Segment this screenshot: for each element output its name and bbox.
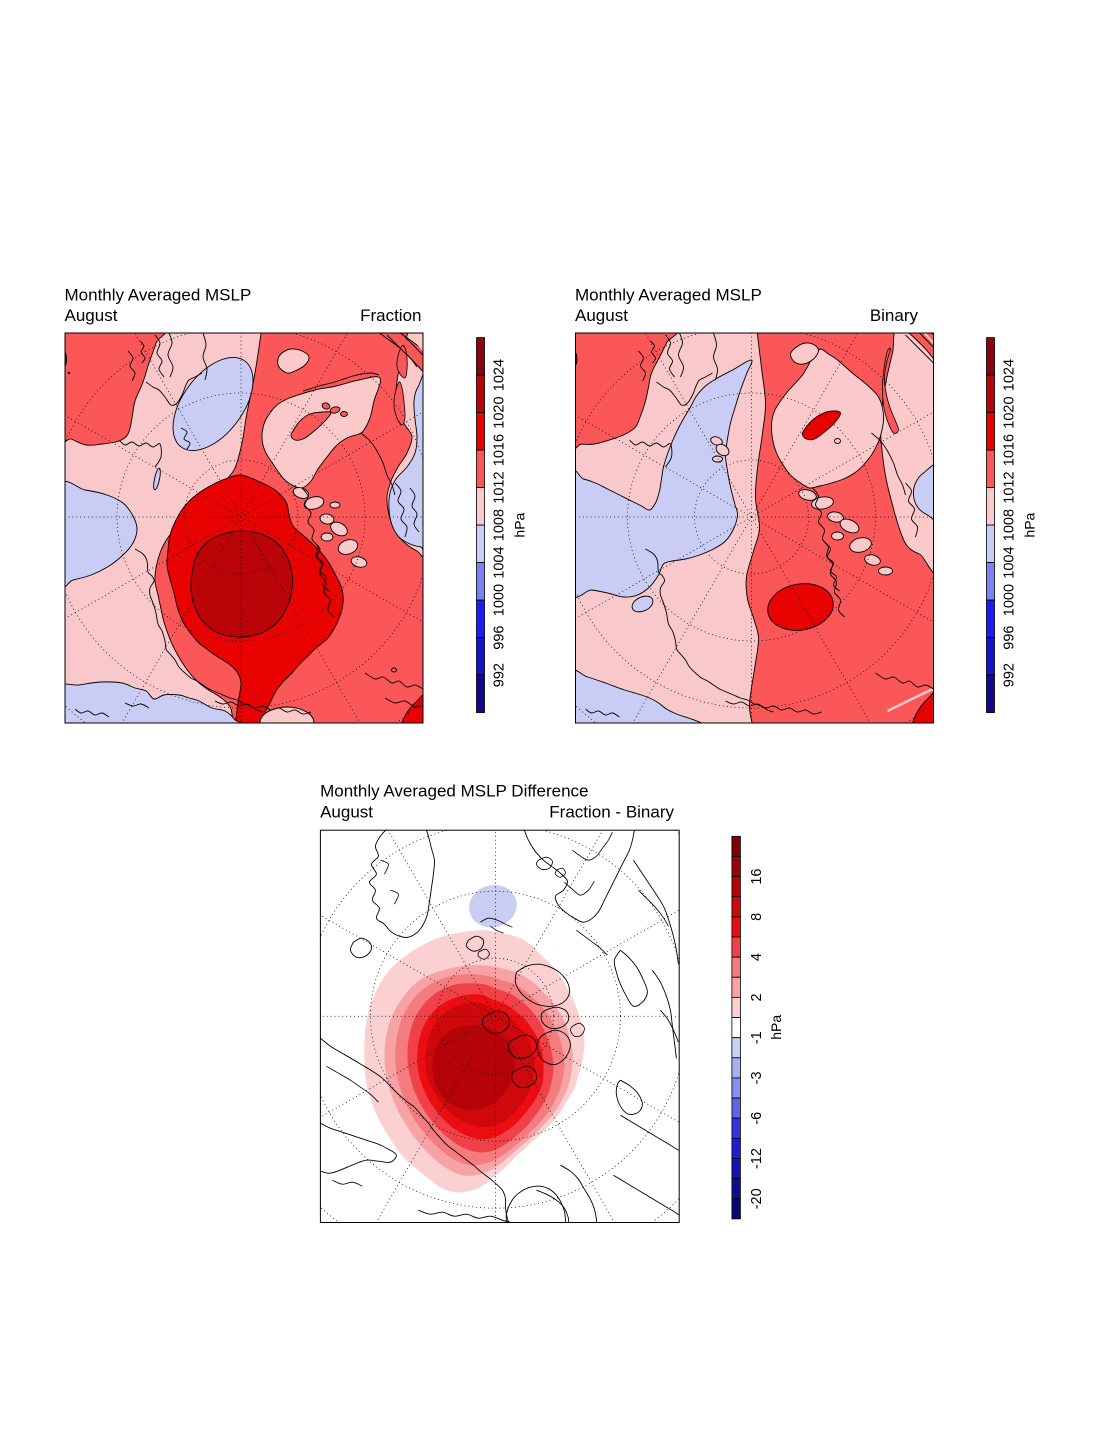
- svg-text:992: 992: [1002, 663, 1018, 687]
- svg-text:Fraction: Fraction: [360, 306, 421, 325]
- svg-text:1000: 1000: [492, 584, 508, 616]
- svg-text:2: 2: [749, 993, 765, 1001]
- svg-text:Monthly Averaged MSLP: Monthly Averaged MSLP: [65, 286, 252, 305]
- svg-text:1024: 1024: [1002, 359, 1018, 391]
- svg-text:1012: 1012: [492, 471, 508, 503]
- svg-text:August: August: [320, 802, 373, 821]
- svg-text:hPa: hPa: [1022, 512, 1038, 537]
- svg-text:-20: -20: [749, 1188, 765, 1209]
- svg-text:-12: -12: [749, 1148, 765, 1169]
- svg-text:Binary: Binary: [870, 306, 919, 325]
- svg-text:Monthly Averaged MSLP Differen: Monthly Averaged MSLP Difference: [320, 781, 588, 800]
- svg-text:996: 996: [1002, 625, 1018, 649]
- svg-text:1008: 1008: [492, 509, 508, 541]
- svg-text:4: 4: [749, 953, 765, 961]
- svg-text:August: August: [65, 306, 118, 325]
- svg-text:1020: 1020: [1002, 396, 1018, 428]
- svg-text:1008: 1008: [1002, 509, 1018, 541]
- svg-text:1020: 1020: [492, 396, 508, 428]
- svg-text:996: 996: [492, 625, 508, 649]
- svg-text:-3: -3: [749, 1071, 765, 1084]
- svg-text:Fraction - Binary: Fraction - Binary: [549, 802, 674, 821]
- svg-text:hPa: hPa: [768, 1015, 784, 1040]
- svg-text:1024: 1024: [492, 359, 508, 391]
- svg-text:8: 8: [749, 913, 765, 921]
- svg-text:1004: 1004: [1002, 546, 1018, 578]
- svg-text:August: August: [575, 306, 628, 325]
- svg-text:1016: 1016: [492, 434, 508, 466]
- svg-text:1004: 1004: [492, 546, 508, 578]
- svg-text:-6: -6: [749, 1112, 765, 1125]
- svg-text:hPa: hPa: [512, 512, 528, 537]
- svg-text:1012: 1012: [1002, 471, 1018, 503]
- svg-text:992: 992: [492, 663, 508, 687]
- svg-text:16: 16: [749, 869, 765, 885]
- svg-text:-1: -1: [749, 1031, 765, 1044]
- svg-text:1016: 1016: [1002, 434, 1018, 466]
- svg-text:1000: 1000: [1002, 584, 1018, 616]
- svg-text:Monthly Averaged MSLP: Monthly Averaged MSLP: [575, 286, 762, 305]
